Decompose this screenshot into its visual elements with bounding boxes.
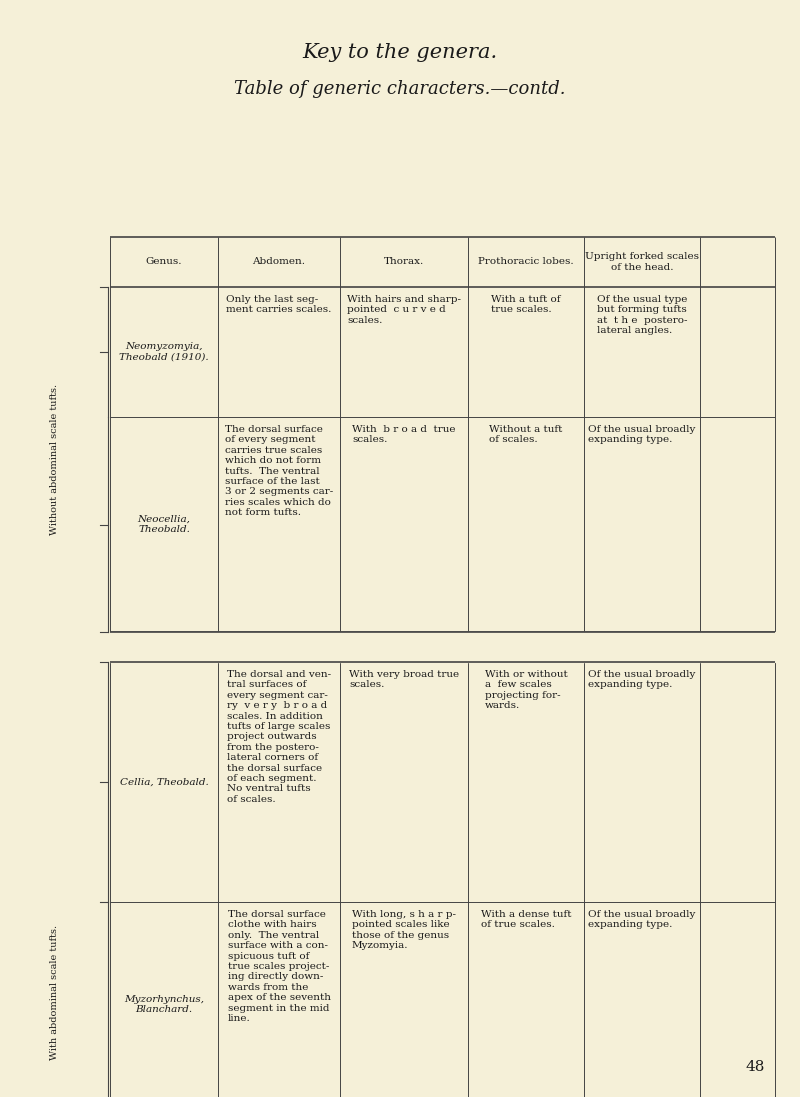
Text: Without abdominal scale tufts.: Without abdominal scale tufts. [50,384,59,535]
Text: Neomyzomyia,
Theobald (1910).: Neomyzomyia, Theobald (1910). [119,342,209,362]
Text: Only the last seg-
ment carries scales.: Only the last seg- ment carries scales. [226,295,332,315]
Text: Myzorhynchus,
Blanchard.: Myzorhynchus, Blanchard. [124,995,204,1015]
Text: The dorsal and ven-
tral surfaces of
every segment car-
ry  v e r y  b r o a d
s: The dorsal and ven- tral surfaces of eve… [227,670,331,804]
Text: 48: 48 [746,1060,765,1074]
Text: Cellia, Theobald.: Cellia, Theobald. [120,778,208,787]
Text: Of the usual broadly
expanding type.: Of the usual broadly expanding type. [588,425,696,444]
Text: Neocellia,
Theobald.: Neocellia, Theobald. [138,514,190,534]
Text: With abdominal scale tufts.: With abdominal scale tufts. [50,925,59,1060]
Text: The dorsal surface
clothe with hairs
only.  The ventral
surface with a con-
spic: The dorsal surface clothe with hairs onl… [227,911,330,1024]
Text: With a tuft of
true scales.: With a tuft of true scales. [491,295,561,315]
Text: With long, s h a r p-
pointed scales like
those of the genus
Myzomyia.: With long, s h a r p- pointed scales lik… [352,911,456,950]
Text: With very broad true
scales.: With very broad true scales. [349,670,459,689]
Text: Thorax.: Thorax. [384,258,424,267]
Text: Of the usual broadly
expanding type.: Of the usual broadly expanding type. [588,670,696,689]
Text: Prothoracic lobes.: Prothoracic lobes. [478,258,574,267]
Text: Of the usual broadly
expanding type.: Of the usual broadly expanding type. [588,911,696,929]
Text: Abdomen.: Abdomen. [253,258,306,267]
Text: With or without
a  few scales
projecting for-
wards.: With or without a few scales projecting … [485,670,567,710]
Text: With a dense tuft
of true scales.: With a dense tuft of true scales. [481,911,571,929]
Text: With hairs and sharp-
pointed  c u r v e d
scales.: With hairs and sharp- pointed c u r v e … [347,295,461,325]
Bar [110,632,775,661]
Text: The dorsal surface
of every segment
carries true scales
which do not form
tufts.: The dorsal surface of every segment carr… [225,425,333,517]
Text: Key to the genera.: Key to the genera. [302,43,498,61]
Text: Upright forked scales
of the head.: Upright forked scales of the head. [585,252,699,272]
Text: Table of generic characters.—contd.: Table of generic characters.—contd. [234,80,566,98]
Text: With  b r o a d  true
scales.: With b r o a d true scales. [352,425,456,444]
Text: Of the usual type
but forming tufts
at  t h e  postero-
lateral angles.: Of the usual type but forming tufts at t… [597,295,687,336]
Text: Genus.: Genus. [146,258,182,267]
Text: Without a tuft
of scales.: Without a tuft of scales. [490,425,562,444]
